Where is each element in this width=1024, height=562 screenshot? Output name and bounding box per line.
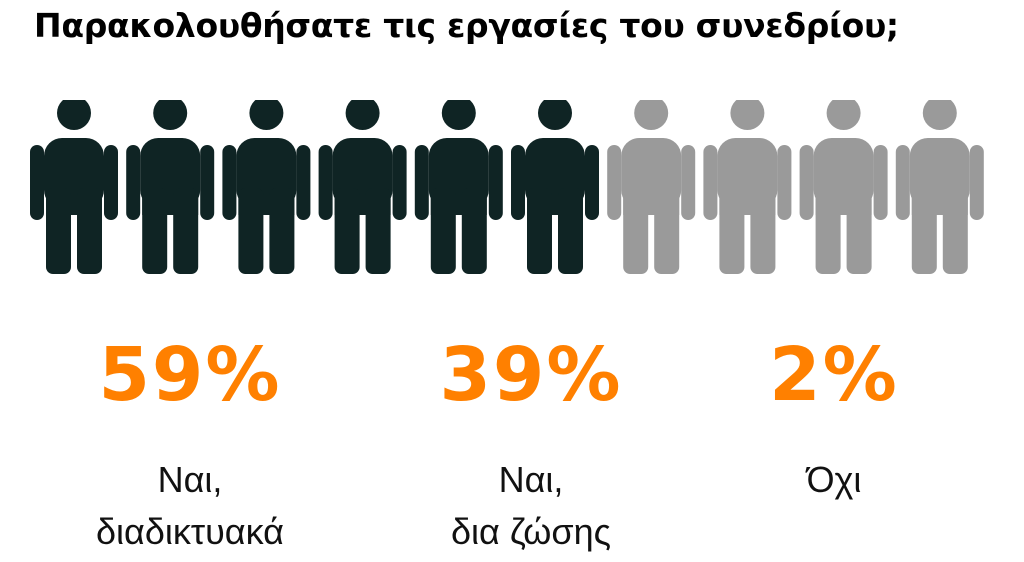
person-icon-empty xyxy=(799,100,888,274)
person-icon-filled xyxy=(318,100,407,274)
stat-online: 59% Ναι, διαδικτυακά xyxy=(50,330,330,558)
people-pictograph xyxy=(30,100,984,274)
person-icon-empty xyxy=(607,100,696,274)
chart-title: Παρακολουθήσατε τις εργασίες του συνεδρί… xyxy=(34,6,899,45)
stat-online-label: Ναι, διαδικτυακά xyxy=(50,454,330,558)
stat-online-label-line2: διαδικτυακά xyxy=(96,511,284,552)
person-icon-empty xyxy=(895,100,984,274)
stat-online-label-line1: Ναι, xyxy=(157,459,223,500)
person-icon-filled xyxy=(414,100,503,274)
person-icon-filled xyxy=(222,100,311,274)
stat-online-value: 59% xyxy=(98,332,282,418)
person-icon-filled xyxy=(126,100,215,274)
person-icon-filled xyxy=(511,100,599,274)
stat-no: 2% Όχι xyxy=(694,330,974,506)
stat-no-label: Όχι xyxy=(694,454,974,506)
stat-no-label-line1: Όχι xyxy=(806,459,862,500)
person-icon-filled xyxy=(30,100,118,274)
stat-in-person: 39% Ναι, δια ζώσης xyxy=(391,330,671,558)
person-icon-empty xyxy=(703,100,792,274)
stat-in-person-label-line2: δια ζώσης xyxy=(450,511,611,552)
stat-no-value: 2% xyxy=(769,332,899,418)
stat-in-person-label-line1: Ναι, xyxy=(498,459,564,500)
stat-in-person-label: Ναι, δια ζώσης xyxy=(391,454,671,558)
stat-in-person-value: 39% xyxy=(439,332,623,418)
